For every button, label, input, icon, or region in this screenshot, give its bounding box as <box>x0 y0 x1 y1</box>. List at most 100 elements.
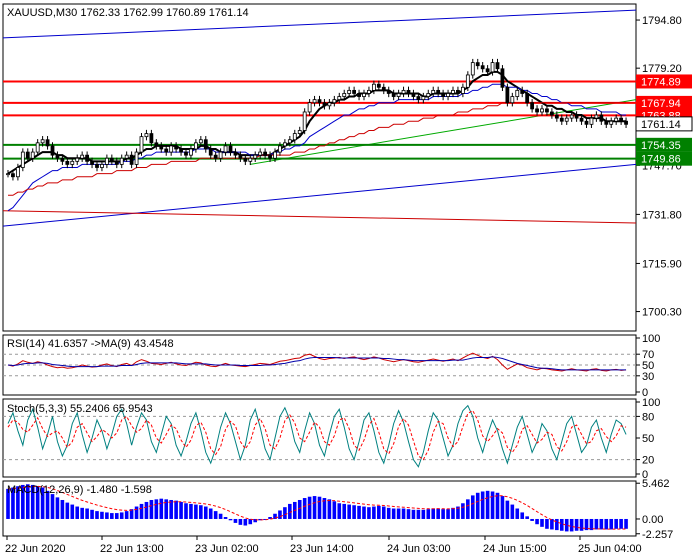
candle-body <box>15 167 20 178</box>
macd-bar <box>213 511 218 519</box>
macd-bar <box>564 518 569 532</box>
candle-body <box>421 96 426 101</box>
candle-body <box>273 151 277 159</box>
candle-body <box>525 93 530 104</box>
price-label-box <box>636 95 692 110</box>
macd-bar <box>164 499 169 519</box>
candle-body <box>505 86 510 104</box>
candle-body <box>164 148 169 153</box>
candle-body <box>75 157 80 162</box>
candle-body <box>624 120 628 125</box>
candle-body <box>218 151 223 159</box>
macd-bar <box>401 508 406 519</box>
series-line-0 <box>7 352 627 372</box>
candle-body <box>574 114 579 119</box>
candle-body <box>584 120 589 125</box>
candle-body <box>302 111 307 131</box>
candle-body <box>263 151 268 156</box>
candle-body <box>381 86 386 91</box>
candle-body <box>530 102 535 110</box>
macd-bar <box>189 503 193 519</box>
candle-body <box>287 139 292 144</box>
candle-body <box>134 151 139 165</box>
osc-tick-label: 0 <box>642 469 648 481</box>
macd-bar <box>525 516 529 519</box>
candle-body <box>100 164 104 168</box>
candle-body <box>352 89 357 94</box>
candle-body <box>198 139 203 144</box>
macd-bar <box>21 484 25 519</box>
candle-body <box>406 89 411 94</box>
macd-bar <box>238 518 243 525</box>
price-label-box <box>636 151 692 166</box>
candle-body <box>436 89 441 94</box>
macd-bar <box>599 518 604 530</box>
rsi-title: RSI(14) 41.6357 ->MA(9) 43.4548 <box>7 338 174 350</box>
macd-bar <box>179 501 183 519</box>
lower-channel-line <box>2 163 637 227</box>
macd-bar <box>569 518 574 532</box>
candle-body <box>337 96 342 101</box>
candle-body <box>184 151 188 156</box>
osc-tick-label: 30 <box>642 371 654 383</box>
candle-body <box>559 117 564 122</box>
macd-bar <box>174 500 178 519</box>
macd-bar <box>367 507 371 519</box>
macd-bar <box>45 490 50 519</box>
macd-bar <box>288 503 292 519</box>
stochastic-panel: 100 80 50 20 0 <box>3 397 660 481</box>
candle-body <box>401 89 406 94</box>
osc-tick-label: 100 <box>642 397 660 409</box>
candle-body <box>282 142 287 147</box>
macd-bar <box>475 492 480 519</box>
candle-body <box>604 120 609 125</box>
candle-body <box>114 160 119 165</box>
macd-bar <box>85 508 89 519</box>
candle-body <box>495 62 500 70</box>
macd-bar <box>144 501 149 519</box>
candle-body <box>203 139 208 150</box>
candle-body <box>55 154 60 159</box>
macd-bar <box>624 518 628 529</box>
candle-body <box>228 145 233 153</box>
macd-bar <box>35 486 40 519</box>
macd-bar <box>233 518 238 523</box>
macd-bar <box>105 512 109 519</box>
series-line-1 <box>7 356 627 371</box>
candle-body <box>174 145 179 150</box>
candle-body <box>243 157 248 162</box>
macd-bar <box>90 509 94 519</box>
candle-body <box>594 114 599 119</box>
candle-body <box>169 145 174 153</box>
macd-bar <box>283 507 287 519</box>
candle-body <box>416 96 421 101</box>
macd-bar <box>555 518 559 531</box>
candle-body <box>614 117 619 122</box>
macd-bar <box>466 499 470 519</box>
macd-bar <box>604 518 609 530</box>
candle-body <box>25 151 30 159</box>
candle-body <box>475 62 480 67</box>
price-label-box <box>635 116 693 132</box>
macd-bar <box>352 505 356 519</box>
macd-bar <box>307 496 312 519</box>
macd-bar <box>550 518 554 530</box>
osc-tick-label: 100 <box>642 333 660 345</box>
macd-bar <box>510 504 515 519</box>
macd-bar <box>332 501 337 519</box>
macd-bar <box>362 506 366 519</box>
candle-body <box>248 157 253 162</box>
candle-body <box>193 142 198 150</box>
macd-bar <box>411 509 416 519</box>
macd-bar <box>169 499 173 519</box>
candle-body <box>233 151 238 156</box>
candle-body <box>569 114 574 119</box>
macd-title: MACD(12,26,9) -1.480 -1.598 <box>7 484 152 496</box>
candle-body <box>545 108 549 113</box>
macd-bar <box>203 506 208 519</box>
candle-body <box>6 173 10 176</box>
candle-body <box>327 102 332 107</box>
candle-body <box>441 93 446 97</box>
